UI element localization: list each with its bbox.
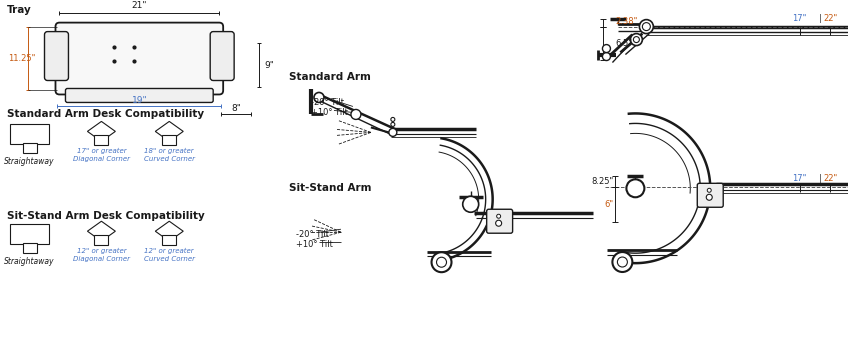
Bar: [162, 235, 176, 245]
Circle shape: [617, 257, 628, 267]
Text: -20° Tilt: -20° Tilt: [296, 230, 329, 239]
Circle shape: [389, 128, 397, 136]
Circle shape: [627, 179, 644, 197]
Text: 8.25": 8.25": [591, 177, 613, 186]
Text: 17" or greater: 17" or greater: [76, 148, 126, 154]
Text: Tray: Tray: [7, 4, 31, 15]
Circle shape: [612, 252, 633, 272]
Circle shape: [706, 194, 712, 200]
Text: |: |: [818, 174, 822, 183]
Circle shape: [463, 196, 478, 212]
Text: Straightaway: Straightaway: [4, 157, 55, 166]
Text: -20° Tilt: -20° Tilt: [311, 98, 344, 107]
Text: 6": 6": [605, 200, 613, 209]
Text: 17": 17": [792, 174, 806, 183]
Circle shape: [643, 23, 650, 31]
Text: 11.25": 11.25": [8, 54, 36, 63]
Circle shape: [497, 214, 500, 218]
Circle shape: [602, 45, 611, 53]
Bar: [94, 136, 109, 146]
Text: Curved Corner: Curved Corner: [144, 256, 195, 262]
FancyBboxPatch shape: [697, 183, 723, 207]
Text: Diagonal Corner: Diagonal Corner: [73, 157, 130, 162]
FancyBboxPatch shape: [44, 32, 69, 80]
Text: 12" or greater: 12" or greater: [76, 248, 126, 254]
FancyBboxPatch shape: [65, 88, 213, 103]
Text: +10° Tilt: +10° Tilt: [311, 108, 348, 117]
Text: 17": 17": [792, 14, 806, 23]
Text: 2.38": 2.38": [616, 17, 638, 26]
Text: Straightaway: Straightaway: [4, 257, 55, 266]
Circle shape: [351, 109, 361, 119]
Circle shape: [707, 188, 711, 192]
Text: 19": 19": [131, 96, 148, 105]
Circle shape: [602, 53, 611, 61]
Text: +10° Tilt: +10° Tilt: [296, 240, 333, 249]
Circle shape: [630, 34, 643, 45]
Text: Standard Arm: Standard Arm: [289, 72, 371, 82]
Circle shape: [639, 20, 653, 34]
Text: Curved Corner: Curved Corner: [144, 157, 195, 162]
Text: 12" or greater: 12" or greater: [144, 248, 194, 254]
Circle shape: [633, 36, 639, 43]
Bar: [23, 143, 36, 153]
Text: 8": 8": [232, 104, 241, 113]
Polygon shape: [87, 221, 115, 241]
Text: 22": 22": [823, 14, 838, 23]
Bar: [162, 136, 176, 146]
FancyBboxPatch shape: [487, 209, 513, 233]
Bar: [23, 243, 36, 253]
Polygon shape: [155, 121, 183, 141]
Circle shape: [437, 257, 447, 267]
Text: Diagonal Corner: Diagonal Corner: [73, 256, 130, 262]
FancyBboxPatch shape: [210, 32, 234, 80]
Text: 21": 21": [131, 1, 147, 10]
FancyBboxPatch shape: [55, 23, 223, 95]
Text: Sit-Stand Arm: Sit-Stand Arm: [289, 183, 371, 193]
Text: Standard Arm Desk Compatibility: Standard Arm Desk Compatibility: [7, 109, 204, 119]
Text: Sit-Stand Arm Desk Compatibility: Sit-Stand Arm Desk Compatibility: [7, 211, 204, 221]
Text: 22": 22": [823, 174, 838, 183]
Bar: [9, 224, 49, 244]
Bar: [94, 235, 109, 245]
Polygon shape: [155, 221, 183, 241]
Circle shape: [495, 220, 502, 226]
Circle shape: [391, 117, 395, 121]
Text: |: |: [818, 14, 822, 23]
Circle shape: [391, 122, 395, 126]
Circle shape: [432, 252, 451, 272]
Text: 9": 9": [264, 61, 274, 69]
Circle shape: [314, 93, 324, 103]
Text: 18" or greater: 18" or greater: [144, 148, 194, 154]
Bar: [9, 125, 49, 144]
Text: 6.5": 6.5": [616, 39, 633, 47]
Polygon shape: [87, 121, 115, 141]
